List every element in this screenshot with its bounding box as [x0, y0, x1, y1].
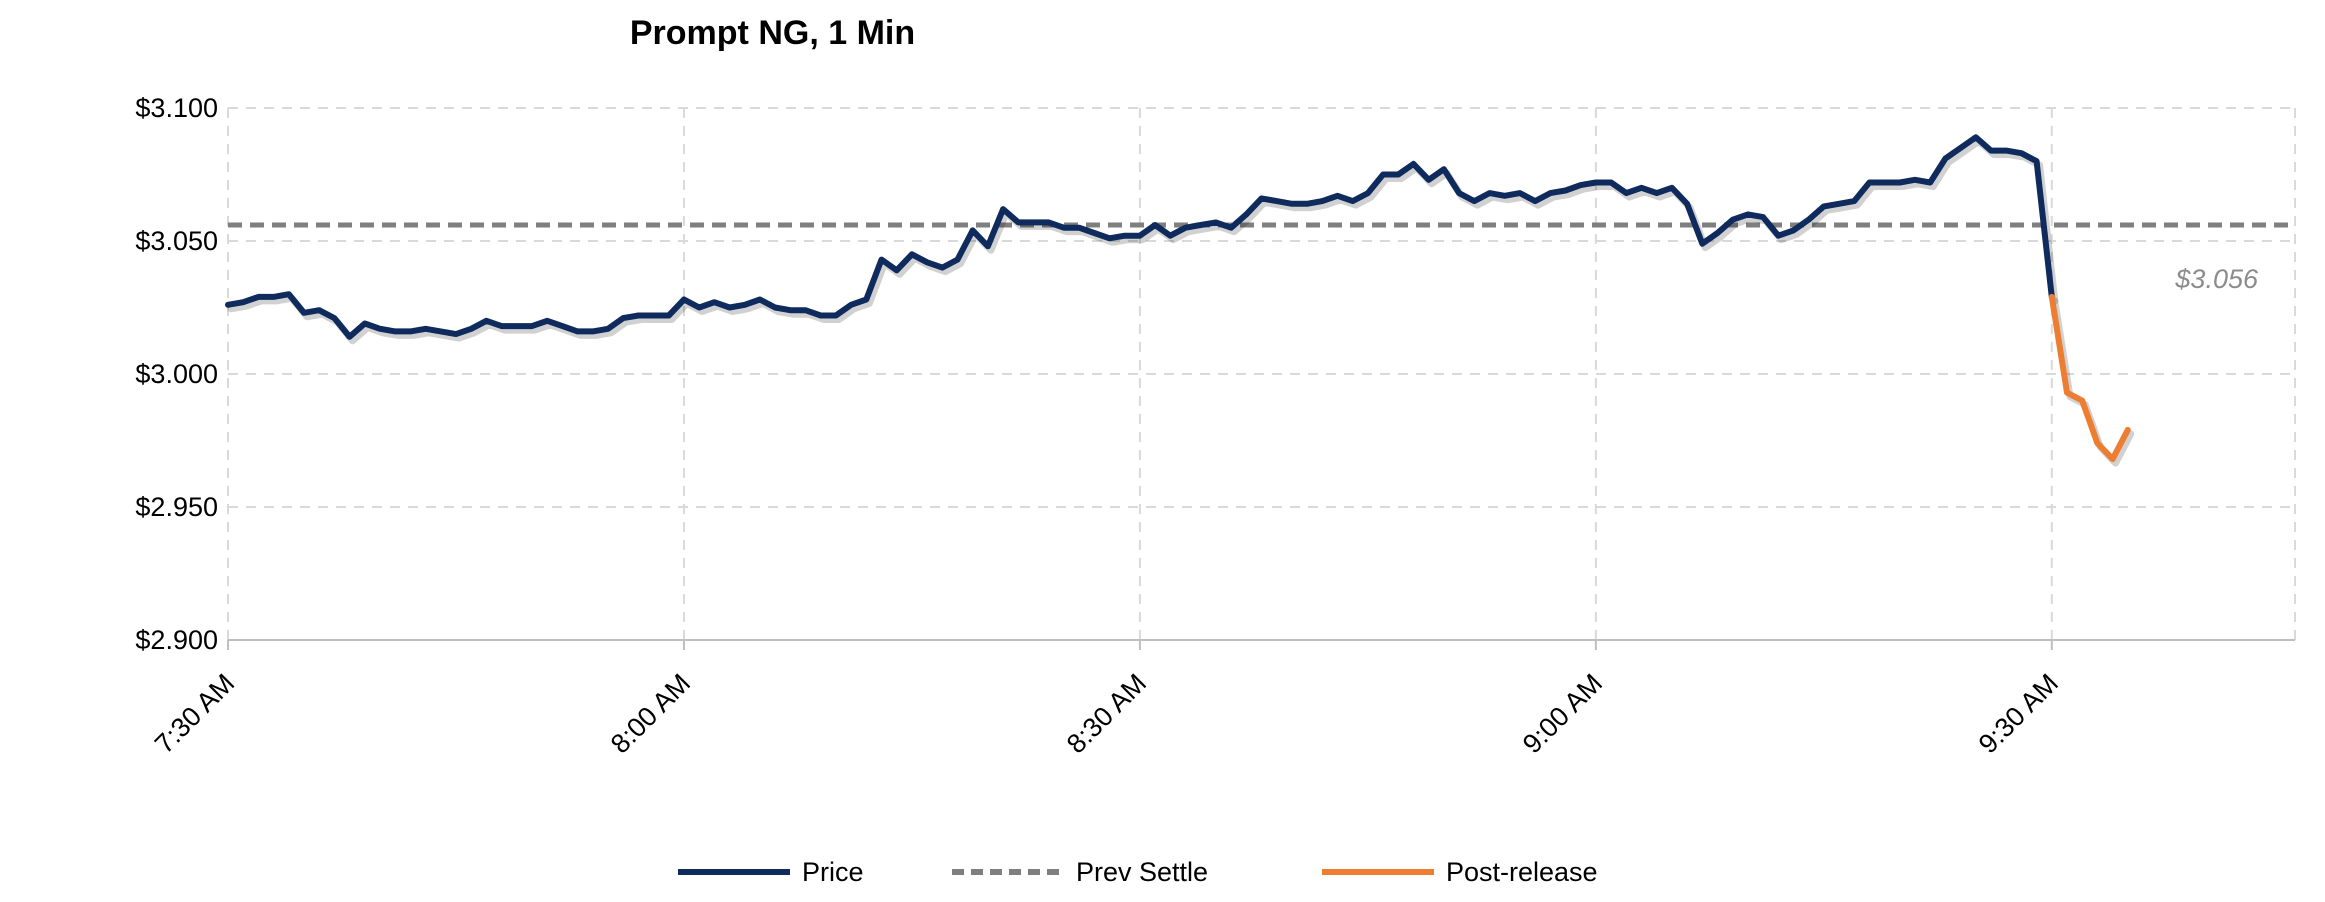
x-tick-label: 7:30 AM	[149, 668, 240, 759]
legend-item-post-release: Post-release	[1322, 857, 1598, 887]
grid-lines	[227, 107, 2296, 640]
post-release-series	[2048, 293, 2135, 467]
x-tick-label: 9:00 AM	[1517, 668, 1608, 759]
x-tick-label: 8:30 AM	[1061, 668, 1152, 759]
prev-settle-value-label: $3.056	[2174, 264, 2259, 294]
legend-item-price: Price	[678, 857, 864, 887]
y-tick-label: $3.100	[135, 93, 218, 123]
legend-label: Prev Settle	[1076, 857, 1208, 887]
x-tick-label: 9:30 AM	[1973, 668, 2064, 759]
y-tick-label: $3.050	[135, 226, 218, 256]
x-tick-labels: 7:30 AM 8:00 AM 8:30 AM 9:00 AM 9:30 AM	[149, 668, 2064, 759]
y-tick-label: $3.000	[135, 359, 218, 389]
y-tick-labels: $3.100 $3.050 $3.000 $2.950 $2.900	[135, 93, 218, 655]
y-tick-label: $2.900	[135, 625, 218, 655]
legend-item-prev-settle: Prev Settle	[952, 857, 1208, 887]
legend-label: Price	[802, 857, 864, 887]
y-tick-label: $2.950	[135, 492, 218, 522]
x-tick-label: 8:00 AM	[605, 668, 696, 759]
chart-title: Prompt NG, 1 Min	[629, 14, 916, 52]
legend-label: Post-release	[1446, 857, 1598, 887]
axes	[227, 639, 2295, 650]
price-shadow	[227, 137, 2059, 345]
legend: Price Prev Settle Post-release	[678, 857, 1598, 887]
post-release-line	[2048, 293, 2131, 463]
prev-settle-series: $3.056	[228, 222, 2295, 294]
price-series	[225, 134, 2059, 345]
price-line	[225, 134, 2055, 340]
